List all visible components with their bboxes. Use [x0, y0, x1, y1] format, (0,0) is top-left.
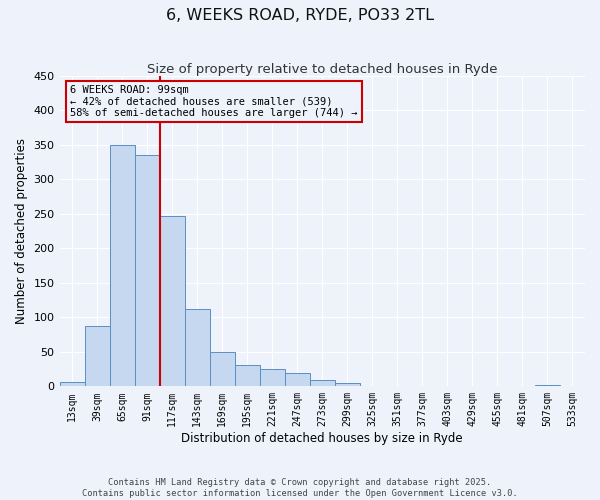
Bar: [185, 309, 209, 386]
Y-axis label: Number of detached properties: Number of detached properties: [15, 138, 28, 324]
Bar: [134, 155, 160, 386]
Text: 6, WEEKS ROAD, RYDE, PO33 2TL: 6, WEEKS ROAD, RYDE, PO33 2TL: [166, 8, 434, 22]
Text: 6 WEEKS ROAD: 99sqm
← 42% of detached houses are smaller (539)
58% of semi-detac: 6 WEEKS ROAD: 99sqm ← 42% of detached ho…: [70, 85, 358, 118]
X-axis label: Distribution of detached houses by size in Ryde: Distribution of detached houses by size …: [181, 432, 463, 445]
Bar: [85, 326, 110, 386]
Bar: [59, 382, 85, 386]
Text: Contains HM Land Registry data © Crown copyright and database right 2025.
Contai: Contains HM Land Registry data © Crown c…: [82, 478, 518, 498]
Bar: [535, 385, 560, 386]
Bar: [235, 365, 260, 386]
Bar: [260, 369, 285, 386]
Bar: [160, 216, 185, 386]
Bar: [110, 144, 134, 386]
Bar: [285, 372, 310, 386]
Bar: [335, 383, 360, 386]
Bar: [310, 380, 335, 386]
Bar: [209, 352, 235, 386]
Title: Size of property relative to detached houses in Ryde: Size of property relative to detached ho…: [147, 62, 497, 76]
